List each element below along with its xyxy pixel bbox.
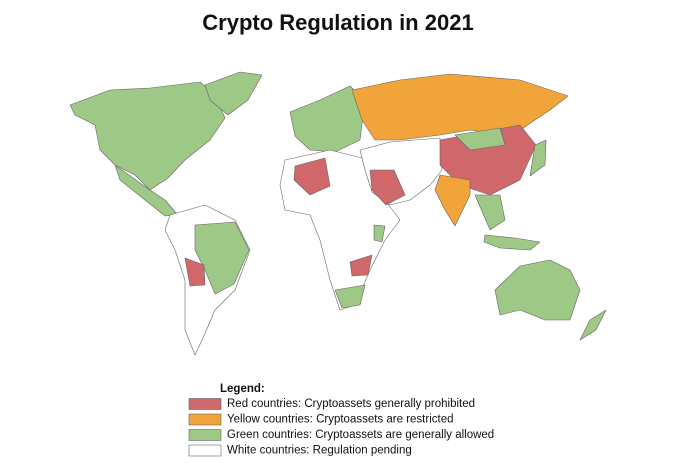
region-north-america xyxy=(69,81,226,191)
legend-label: Red countries: Cryptoassets generally pr… xyxy=(227,398,475,410)
legend-label: White countries: Regulation pending xyxy=(227,445,412,457)
region-indonesia xyxy=(483,234,541,251)
region-india xyxy=(434,174,471,227)
legend: Red countries: Cryptoassets generally pr… xyxy=(188,398,494,457)
world-map xyxy=(69,71,607,356)
legend-swatch xyxy=(188,429,222,441)
map-title: Crypto Regulation in 2021 xyxy=(202,10,473,35)
region-greenland xyxy=(204,71,263,116)
legend-label: Yellow countries: Cryptoassets are restr… xyxy=(227,414,453,426)
region-southeast-asia xyxy=(474,194,506,231)
region-australia xyxy=(494,259,581,321)
region-new-zealand xyxy=(579,309,607,341)
region-russia xyxy=(351,73,569,141)
legend-label: Green countries: Cryptoassets are genera… xyxy=(227,429,494,441)
region-kenya xyxy=(373,224,386,243)
region-south-africa xyxy=(334,284,366,309)
legend-title: Legend: xyxy=(220,383,265,395)
legend-swatch xyxy=(188,398,222,410)
region-saudi-arabia xyxy=(369,169,406,206)
region-bolivia xyxy=(184,257,206,287)
region-japan xyxy=(529,139,547,177)
region-algeria xyxy=(293,157,331,196)
region-mongolia xyxy=(454,127,506,151)
region-europe xyxy=(289,85,366,153)
region-zambia xyxy=(349,254,373,277)
region-brazil xyxy=(194,221,250,295)
legend-swatch xyxy=(188,413,222,426)
legend-swatch xyxy=(188,444,222,457)
